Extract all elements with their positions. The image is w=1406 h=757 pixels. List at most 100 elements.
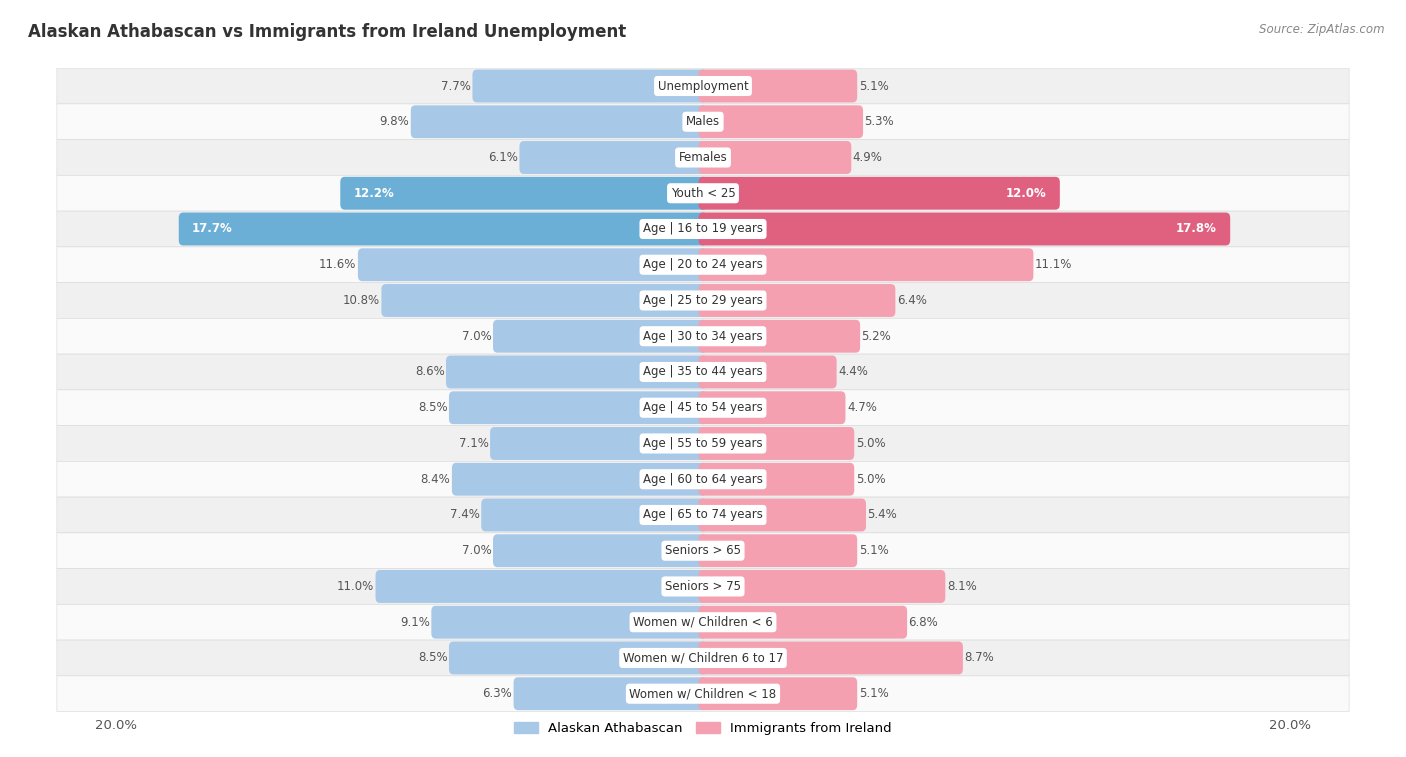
Text: 8.7%: 8.7% <box>965 652 994 665</box>
FancyBboxPatch shape <box>491 427 707 460</box>
FancyBboxPatch shape <box>56 176 1350 211</box>
FancyBboxPatch shape <box>699 105 863 139</box>
Text: 4.7%: 4.7% <box>846 401 877 414</box>
Text: Women w/ Children < 6: Women w/ Children < 6 <box>633 615 773 629</box>
Text: 11.0%: 11.0% <box>337 580 374 593</box>
FancyBboxPatch shape <box>56 390 1350 425</box>
Text: Age | 16 to 19 years: Age | 16 to 19 years <box>643 223 763 235</box>
Text: 17.8%: 17.8% <box>1175 223 1218 235</box>
FancyBboxPatch shape <box>56 211 1350 247</box>
Text: 6.3%: 6.3% <box>482 687 512 700</box>
FancyBboxPatch shape <box>699 319 860 353</box>
FancyBboxPatch shape <box>56 319 1350 354</box>
Text: Females: Females <box>679 151 727 164</box>
FancyBboxPatch shape <box>699 678 858 710</box>
Text: 5.1%: 5.1% <box>859 687 889 700</box>
FancyBboxPatch shape <box>432 606 707 639</box>
Text: 8.1%: 8.1% <box>946 580 977 593</box>
Text: 6.4%: 6.4% <box>897 294 927 307</box>
FancyBboxPatch shape <box>472 70 707 102</box>
FancyBboxPatch shape <box>699 70 858 102</box>
FancyBboxPatch shape <box>179 213 707 245</box>
FancyBboxPatch shape <box>375 570 707 603</box>
Text: 5.4%: 5.4% <box>868 509 897 522</box>
Text: Seniors > 65: Seniors > 65 <box>665 544 741 557</box>
FancyBboxPatch shape <box>699 356 837 388</box>
FancyBboxPatch shape <box>699 141 851 174</box>
Text: Age | 65 to 74 years: Age | 65 to 74 years <box>643 509 763 522</box>
Text: 8.6%: 8.6% <box>415 366 444 378</box>
Text: Age | 20 to 24 years: Age | 20 to 24 years <box>643 258 763 271</box>
Text: 5.1%: 5.1% <box>859 79 889 92</box>
FancyBboxPatch shape <box>359 248 707 281</box>
FancyBboxPatch shape <box>699 606 907 639</box>
Text: 7.7%: 7.7% <box>441 79 471 92</box>
FancyBboxPatch shape <box>56 497 1350 533</box>
FancyBboxPatch shape <box>519 141 707 174</box>
Text: 7.1%: 7.1% <box>458 437 489 450</box>
FancyBboxPatch shape <box>481 499 707 531</box>
FancyBboxPatch shape <box>699 570 945 603</box>
Text: 8.5%: 8.5% <box>418 401 447 414</box>
FancyBboxPatch shape <box>56 104 1350 139</box>
FancyBboxPatch shape <box>381 284 707 317</box>
FancyBboxPatch shape <box>56 139 1350 176</box>
Text: 7.0%: 7.0% <box>461 330 492 343</box>
FancyBboxPatch shape <box>56 676 1350 712</box>
Text: 12.2%: 12.2% <box>353 187 394 200</box>
FancyBboxPatch shape <box>56 461 1350 497</box>
FancyBboxPatch shape <box>699 427 855 460</box>
FancyBboxPatch shape <box>699 391 845 424</box>
FancyBboxPatch shape <box>699 534 858 567</box>
Text: 17.7%: 17.7% <box>193 223 233 235</box>
Text: 9.8%: 9.8% <box>380 115 409 128</box>
FancyBboxPatch shape <box>513 678 707 710</box>
Text: 5.1%: 5.1% <box>859 544 889 557</box>
Legend: Alaskan Athabascan, Immigrants from Ireland: Alaskan Athabascan, Immigrants from Irel… <box>509 716 897 740</box>
Text: Age | 25 to 29 years: Age | 25 to 29 years <box>643 294 763 307</box>
FancyBboxPatch shape <box>56 604 1350 640</box>
FancyBboxPatch shape <box>449 641 707 674</box>
Text: Age | 60 to 64 years: Age | 60 to 64 years <box>643 472 763 486</box>
FancyBboxPatch shape <box>494 319 707 353</box>
FancyBboxPatch shape <box>699 248 1033 281</box>
FancyBboxPatch shape <box>56 282 1350 319</box>
Text: Age | 35 to 44 years: Age | 35 to 44 years <box>643 366 763 378</box>
Text: Seniors > 75: Seniors > 75 <box>665 580 741 593</box>
Text: 10.8%: 10.8% <box>343 294 380 307</box>
Text: 4.9%: 4.9% <box>853 151 883 164</box>
Text: Source: ZipAtlas.com: Source: ZipAtlas.com <box>1260 23 1385 36</box>
FancyBboxPatch shape <box>56 569 1350 604</box>
Text: 4.4%: 4.4% <box>838 366 868 378</box>
Text: 5.3%: 5.3% <box>865 115 894 128</box>
Text: 7.0%: 7.0% <box>461 544 492 557</box>
FancyBboxPatch shape <box>56 68 1350 104</box>
Text: Age | 30 to 34 years: Age | 30 to 34 years <box>643 330 763 343</box>
FancyBboxPatch shape <box>699 463 855 496</box>
Text: 5.2%: 5.2% <box>862 330 891 343</box>
FancyBboxPatch shape <box>56 640 1350 676</box>
Text: 6.1%: 6.1% <box>488 151 517 164</box>
FancyBboxPatch shape <box>449 391 707 424</box>
FancyBboxPatch shape <box>494 534 707 567</box>
Text: 7.4%: 7.4% <box>450 509 479 522</box>
FancyBboxPatch shape <box>56 354 1350 390</box>
FancyBboxPatch shape <box>446 356 707 388</box>
Text: 5.0%: 5.0% <box>856 437 886 450</box>
FancyBboxPatch shape <box>56 425 1350 461</box>
Text: 9.1%: 9.1% <box>399 615 430 629</box>
Text: Age | 45 to 54 years: Age | 45 to 54 years <box>643 401 763 414</box>
Text: Youth < 25: Youth < 25 <box>671 187 735 200</box>
FancyBboxPatch shape <box>699 284 896 317</box>
FancyBboxPatch shape <box>699 499 866 531</box>
Text: 5.0%: 5.0% <box>856 472 886 486</box>
FancyBboxPatch shape <box>411 105 707 139</box>
FancyBboxPatch shape <box>699 213 1230 245</box>
FancyBboxPatch shape <box>56 247 1350 282</box>
Text: Age | 55 to 59 years: Age | 55 to 59 years <box>643 437 763 450</box>
FancyBboxPatch shape <box>451 463 707 496</box>
FancyBboxPatch shape <box>56 533 1350 569</box>
Text: 8.5%: 8.5% <box>418 652 447 665</box>
FancyBboxPatch shape <box>699 641 963 674</box>
Text: 12.0%: 12.0% <box>1005 187 1046 200</box>
